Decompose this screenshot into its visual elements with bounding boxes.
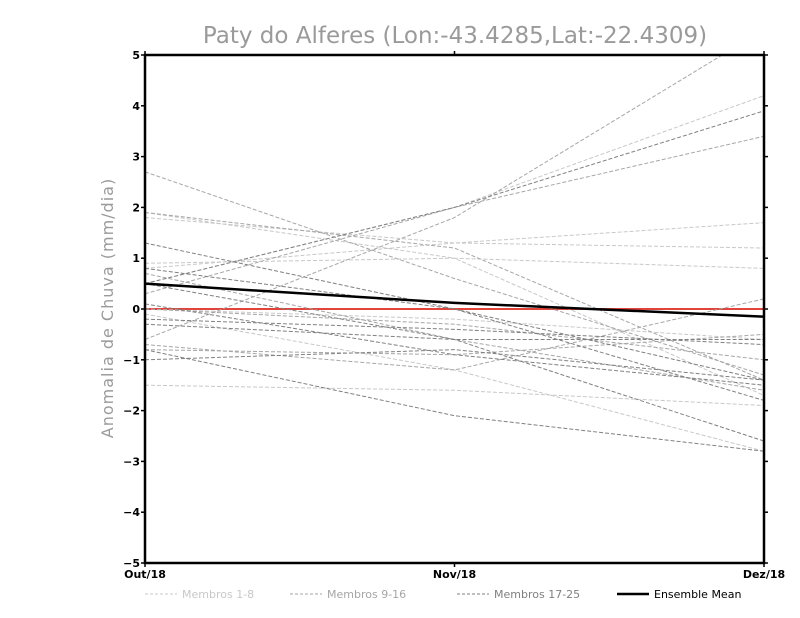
member-line-15: [145, 298, 764, 371]
member-line-24: [145, 303, 764, 386]
member-line-3: [145, 211, 764, 269]
legend-label: Membros 17-25: [494, 588, 580, 601]
member-line-20: [145, 349, 764, 381]
member-line-18: [145, 242, 764, 401]
y-tick-label: 5: [132, 49, 140, 62]
member-line-5: [145, 308, 764, 340]
chart-title: Paty do Alferes (Lon:-43.4285,Lat:-22.43…: [203, 23, 707, 49]
member-line-17: [145, 110, 764, 285]
member-line-23: [145, 267, 764, 381]
legend-label: Membros 1-8: [182, 588, 254, 601]
y-tick-label: 0: [132, 303, 140, 316]
member-line-9: [145, 55, 724, 340]
x-tick-label: Nov/18: [433, 568, 476, 581]
legend: Membros 1-8 Membros 9-16 Membros 17-25 Ense…: [145, 588, 741, 601]
member-line-16: [145, 308, 764, 361]
legend-label: Ensemble Mean: [654, 588, 741, 601]
y-tick-label: −5: [123, 557, 140, 570]
member-line-13: [145, 333, 764, 356]
series-layer: [145, 55, 764, 452]
member-line-19: [145, 349, 764, 452]
y-tick-label: 4: [132, 100, 140, 113]
x-tick-label: Out/18: [124, 568, 166, 581]
ensemble-mean-line: [145, 282, 764, 318]
member-line-11: [145, 135, 764, 295]
y-tick-label: −1: [123, 354, 140, 367]
y-tick-label: −2: [123, 405, 140, 418]
y-tick-label: −3: [123, 455, 140, 468]
member-line-10: [145, 171, 764, 376]
member-line-1: [145, 217, 764, 249]
y-tick-label: 2: [132, 201, 140, 214]
x-tick-label: Dez/18: [743, 568, 785, 581]
member-line-2: [145, 222, 764, 269]
member-line-21: [145, 283, 764, 442]
legend-label: Membros 9-16: [327, 588, 406, 601]
member-line-25: [145, 323, 764, 340]
member-line-14: [145, 272, 764, 391]
member-line-8: [145, 313, 764, 452]
member-line-6: [145, 95, 764, 285]
y-tick-label: 3: [132, 151, 140, 164]
member-line-4: [145, 384, 764, 407]
y-tick-label: 1: [132, 252, 140, 265]
y-axis-label: Anomalia de Chuva (mm/dia): [98, 178, 117, 438]
y-tick-label: −4: [123, 506, 140, 519]
member-line-7: [145, 257, 764, 396]
member-line-12: [145, 211, 764, 381]
